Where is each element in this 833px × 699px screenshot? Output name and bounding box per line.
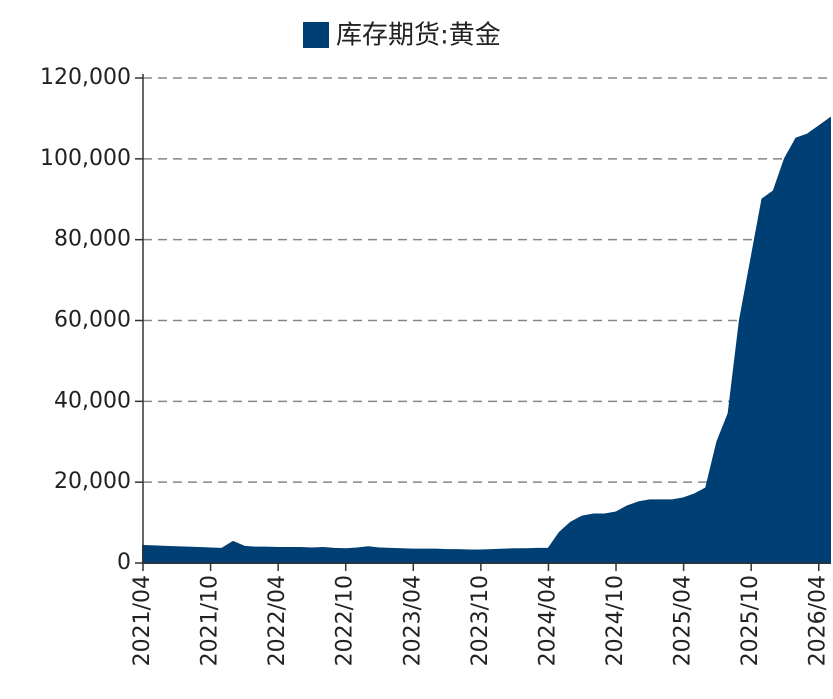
- x-tick-label: 2021/10: [198, 575, 223, 666]
- y-tick-label: 60,000: [54, 308, 131, 333]
- y-tick-label: 80,000: [54, 227, 131, 252]
- y-tick-label: 20,000: [54, 469, 131, 494]
- x-tick-label: 2023/10: [468, 575, 493, 666]
- legend-swatch: [303, 22, 329, 48]
- area: [142, 116, 831, 564]
- x-tick-label: 2024/10: [603, 575, 628, 666]
- x-tick-label: 2026/04: [806, 575, 831, 666]
- x-tick-label: 2025/04: [671, 575, 696, 666]
- y-tick-label: 0: [117, 550, 131, 575]
- x-tick-label: 2022/10: [333, 575, 358, 666]
- x-tick-label: 2023/04: [400, 575, 425, 666]
- x-tick-label: 2021/04: [130, 575, 155, 666]
- legend-label: 库存期货:黄金: [336, 21, 501, 51]
- x-tick-label: 2024/04: [535, 575, 560, 666]
- x-tick-label: 2025/10: [738, 575, 763, 666]
- x-tick-label: 2022/04: [265, 575, 290, 666]
- y-tick-label: 100,000: [40, 146, 131, 171]
- y-tick-label: 120,000: [40, 65, 131, 90]
- y-tick-label: 40,000: [54, 388, 131, 413]
